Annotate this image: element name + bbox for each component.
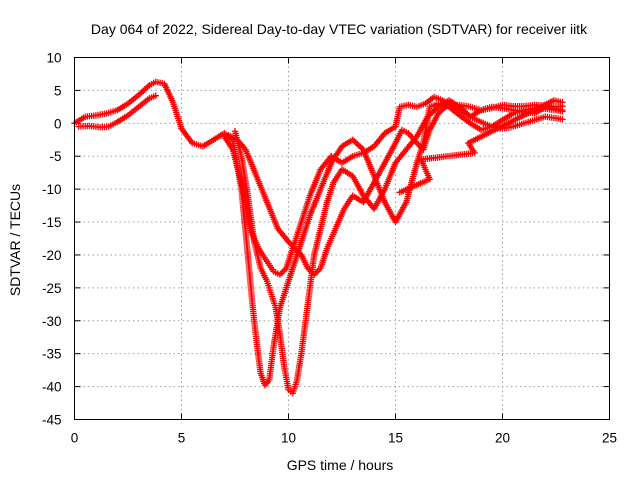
y-tick-label: -5 — [49, 149, 61, 164]
series-s6 — [396, 97, 566, 196]
x-tick-label: 10 — [281, 431, 296, 446]
y-tick-label: -40 — [42, 380, 62, 395]
data-point — [559, 99, 566, 106]
series-s2 — [75, 92, 160, 131]
y-tick-label: 0 — [54, 116, 62, 131]
y-tick-label: -30 — [42, 314, 62, 329]
plot-frame — [74, 57, 610, 420]
tick-labels: 0 5 10 15 20 25 10 5 0 -5 -10 -15 -20 -25 -30 -35 -40 -45 — [42, 51, 617, 446]
y-tick-label: 5 — [54, 83, 62, 98]
x-tick-label: 5 — [178, 431, 186, 446]
x-tick-label: 15 — [388, 431, 403, 446]
series-s3 — [231, 97, 566, 397]
chart-title: Day 064 of 2022, Sidereal Day-to-day VTE… — [91, 21, 588, 37]
y-tick-label: -45 — [42, 413, 62, 428]
data-point — [152, 92, 160, 99]
y-axis-label: SDTVAR / TECUs — [7, 184, 23, 296]
x-axis-label: GPS time / hours — [287, 457, 394, 473]
y-tick-label: -25 — [42, 281, 62, 296]
y-tick-label: -15 — [42, 215, 62, 230]
plot-area — [71, 78, 566, 397]
y-tick-label: -10 — [42, 182, 62, 197]
y-tick-label: -35 — [42, 347, 62, 362]
x-tick-label: 25 — [602, 431, 617, 446]
data-point — [559, 116, 566, 123]
y-tick-label: 10 — [46, 51, 61, 66]
x-tick-label: 20 — [495, 431, 510, 446]
grid — [74, 57, 610, 420]
x-tick-label: 0 — [71, 431, 79, 446]
y-tick-label: -20 — [42, 248, 62, 263]
